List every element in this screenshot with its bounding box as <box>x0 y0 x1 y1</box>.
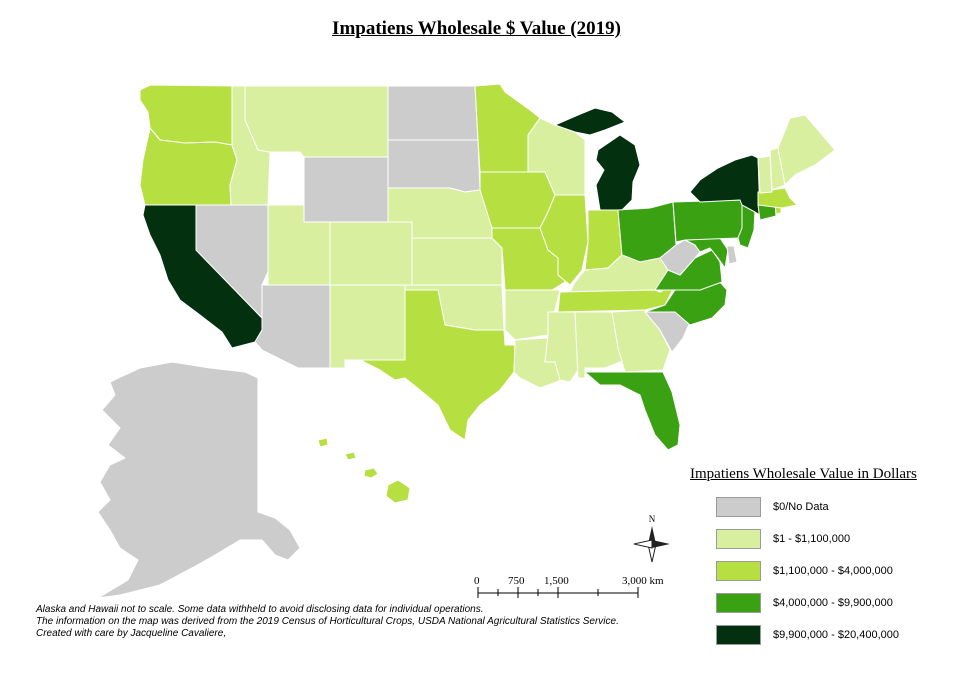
state-KY <box>569 254 669 293</box>
map-notes: Alaska and Hawaii not to scale. Some dat… <box>36 604 619 640</box>
legend-label: $1,100,000 - $4,000,000 <box>773 565 893 577</box>
scale-label-3000: 3,000 km <box>622 575 664 587</box>
state-FL <box>584 371 681 451</box>
state-MD <box>684 237 729 269</box>
legend-label: $4,000,000 - $9,900,000 <box>773 597 893 609</box>
state-MA <box>757 187 798 209</box>
state-KS <box>411 237 503 289</box>
map-title: Impatiens Wholesale $ Value (2019) <box>332 18 621 39</box>
legend-swatch <box>716 593 761 613</box>
north-arrow: N <box>633 514 670 563</box>
scale-label-1500: 1,500 <box>544 575 569 587</box>
state-MI-upper <box>554 107 626 136</box>
legend-item: $1 - $1,100,000 <box>716 529 946 551</box>
legend-item: $9,900,000 - $20,400,000 <box>716 625 946 647</box>
state-MT <box>244 85 389 158</box>
legend-label: $0/No Data <box>773 501 829 513</box>
state-ND <box>387 85 479 141</box>
state-HI-oahu <box>344 451 357 461</box>
state-NJ <box>737 204 756 249</box>
state-WY <box>303 156 389 223</box>
legend-item: $4,000,000 - $9,900,000 <box>716 593 946 615</box>
state-SD <box>387 139 481 193</box>
legend-item: $1,100,000 - $4,000,000 <box>716 561 946 583</box>
state-VT <box>757 155 773 194</box>
state-HI-kauai <box>317 437 329 448</box>
scale-bar <box>477 587 639 598</box>
state-ME <box>777 114 836 186</box>
legend-swatch <box>716 625 761 645</box>
state-MI <box>595 134 641 211</box>
scale-label-750: 750 <box>508 575 525 587</box>
state-CO <box>329 221 413 286</box>
note-line: Alaska and Hawaii not to scale. Some dat… <box>36 604 484 615</box>
state-WI <box>527 117 586 196</box>
legend-swatch <box>716 497 761 517</box>
legend-label: $1 - $1,100,000 <box>773 533 851 545</box>
note-line: The information on the map was derived f… <box>36 616 619 627</box>
legend-swatch <box>716 561 761 581</box>
legend-title: Impatiens Wholesale Value in Dollars <box>690 466 917 482</box>
state-NY <box>689 154 761 216</box>
state-AZ <box>254 284 331 369</box>
state-AK <box>97 361 301 599</box>
legend-item: $0/No Data <box>716 497 946 519</box>
state-HI-big <box>385 479 411 504</box>
legend-label: $9,900,000 - $20,400,000 <box>773 629 900 641</box>
state-PA <box>672 199 749 243</box>
state-TX <box>359 289 516 441</box>
state-DE <box>726 245 738 265</box>
legend-swatch <box>716 529 761 549</box>
note-line: Created with care by Jacqueline Cavalier… <box>36 628 227 639</box>
state-NM <box>329 284 406 369</box>
state-IL <box>539 194 589 286</box>
state-HI-maui <box>363 467 379 479</box>
north-label: N <box>649 514 656 524</box>
scale-label-0: 0 <box>474 575 480 587</box>
